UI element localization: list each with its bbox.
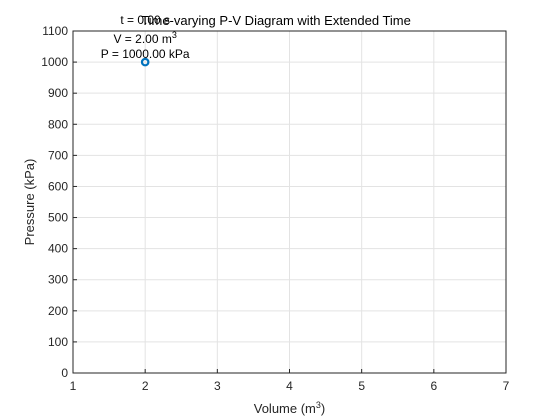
pressure-annotation: P = 1000.00 kPa (101, 47, 190, 61)
x-tick-label: 7 (503, 379, 510, 393)
y-tick-label: 400 (48, 242, 68, 256)
x-axis-title: Volume (m3) (254, 400, 326, 416)
volume-annotation: V = 2.00 m3 (113, 30, 176, 46)
x-tick-label: 3 (214, 379, 221, 393)
x-tick-label: 6 (430, 379, 437, 393)
x-tick-label: 2 (142, 379, 149, 393)
volume-annotation-text: V = 2.00 m (113, 32, 171, 46)
y-tick-label: 500 (48, 211, 68, 225)
x-tick-label: 4 (286, 379, 293, 393)
x-axis-title-text: Volume (m (254, 401, 316, 416)
x-tick-label: 5 (358, 379, 365, 393)
y-tick-label: 0 (61, 366, 68, 380)
axis-ticks: 1 2 3 4 5 6 7 0 100 200 300 400 500 600 700 800 900 1000 1… (41, 24, 509, 393)
y-tick-label: 200 (48, 304, 68, 318)
x-tick-label: 1 (70, 379, 77, 393)
grid-lines (73, 31, 506, 373)
y-tick-label: 600 (48, 179, 68, 193)
y-tick-label: 1100 (42, 24, 68, 38)
time-annotation: t = 0.00 s (120, 13, 170, 27)
x-axis-title-suffix: ) (321, 401, 325, 416)
y-tick-label: 300 (48, 273, 68, 287)
y-tick-label: 900 (48, 86, 68, 100)
chart-title: Time-varying P-V Diagram with Extended T… (141, 13, 411, 28)
volume-annotation-exponent: 3 (172, 30, 177, 40)
y-tick-label: 1000 (41, 55, 68, 69)
y-tick-label: 100 (48, 335, 68, 349)
y-tick-label: 800 (48, 117, 68, 131)
y-tick-label: 700 (48, 148, 68, 162)
y-axis-title: Pressure (kPa) (22, 159, 37, 246)
